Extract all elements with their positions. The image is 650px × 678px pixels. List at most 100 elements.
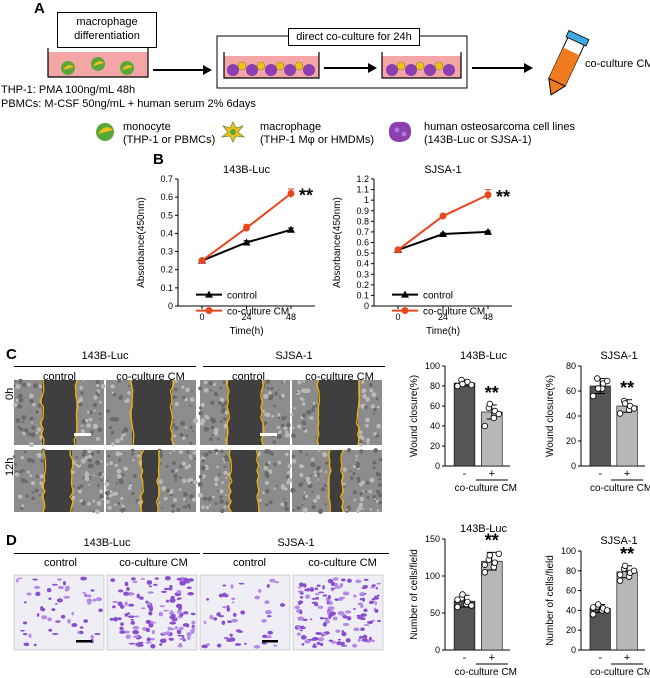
cell-texture — [174, 478, 178, 482]
stained-cell — [206, 643, 211, 646]
cell-texture — [210, 425, 215, 430]
cell-texture — [30, 432, 36, 438]
stained-cell — [226, 638, 233, 643]
y-tick-label: 0.5 — [356, 248, 369, 258]
cell-texture — [121, 473, 125, 477]
stained-cell — [130, 618, 134, 621]
y-tick-label: 80 — [566, 566, 576, 576]
osteosarcoma-title: human osteosarcoma cell lines — [424, 121, 576, 133]
cell-texture — [191, 497, 196, 502]
y-tick-label: 0.3 — [356, 269, 369, 279]
stained-cell — [327, 606, 334, 610]
cell-texture — [111, 391, 114, 394]
cell-texture — [78, 397, 84, 403]
cell-texture — [26, 470, 30, 474]
cell-texture — [93, 474, 96, 477]
stained-cell — [311, 601, 318, 604]
data-point — [604, 377, 611, 385]
stained-cell — [297, 590, 304, 593]
cell-texture — [202, 452, 205, 455]
stained-cell — [334, 616, 338, 620]
cell-texture — [182, 436, 186, 440]
cell-texture — [18, 397, 24, 403]
cell-texture — [375, 499, 379, 503]
cell-texture — [118, 479, 124, 485]
cell-texture — [293, 407, 297, 410]
cell-texture — [173, 395, 178, 399]
cell-texture — [268, 396, 273, 401]
stained-cell — [186, 632, 192, 637]
cm-label: co-culture CM — [585, 58, 650, 70]
cell-texture — [317, 508, 323, 514]
cell-texture — [173, 387, 178, 392]
cell-texture — [71, 470, 75, 474]
stained-cell — [36, 613, 40, 617]
transwell-image — [292, 574, 384, 651]
significance-marker: ** — [485, 530, 499, 550]
cell-texture — [217, 490, 220, 493]
cell-texture — [214, 502, 218, 505]
stained-cell — [65, 585, 70, 590]
stained-cell — [231, 601, 235, 604]
y-tick-label: 1.1 — [356, 185, 369, 195]
cell-texture — [285, 422, 291, 428]
stained-cell — [355, 579, 362, 584]
cell-texture — [364, 490, 367, 493]
cell-texture — [15, 398, 20, 403]
cell-texture — [220, 508, 225, 513]
stained-cell — [363, 608, 368, 612]
legend-label-control: control — [423, 291, 453, 302]
cell-texture — [211, 433, 215, 437]
cell-texture — [298, 464, 304, 469]
cell-texture — [36, 452, 42, 458]
cell-texture — [37, 403, 42, 408]
y-axis-label: Wound closure(%) — [409, 375, 420, 457]
chart-title: 143B-Luc — [460, 350, 508, 362]
wound-edge-line — [227, 449, 233, 513]
cell-texture — [80, 458, 87, 464]
cell-texture — [30, 480, 36, 486]
cell-texture — [96, 393, 100, 397]
stained-cell — [23, 601, 27, 604]
stained-cell — [221, 605, 229, 609]
legend-marker-control — [401, 290, 409, 298]
stained-cell — [132, 635, 140, 639]
stained-cell — [331, 640, 337, 644]
cell-texture — [321, 452, 328, 458]
cell-texture — [270, 386, 274, 391]
y-tick-label: 60 — [430, 401, 440, 411]
stained-cell — [95, 597, 103, 602]
stained-cell — [357, 616, 364, 620]
stained-cell — [314, 603, 319, 607]
cell-texture — [35, 431, 39, 434]
cell-texture — [185, 387, 190, 393]
cell-texture — [268, 500, 273, 505]
cell-texture — [165, 465, 169, 468]
stained-cell — [186, 624, 190, 628]
cell-texture — [182, 497, 186, 501]
cell-texture — [112, 417, 117, 422]
stained-cell — [227, 620, 232, 624]
cell-texture — [189, 441, 193, 445]
cell-texture — [291, 454, 296, 458]
cell-texture — [28, 393, 34, 399]
cell-texture — [264, 480, 269, 485]
stained-cell — [231, 618, 238, 623]
cell-texture — [307, 480, 312, 485]
wound-edge-line — [225, 379, 231, 446]
stained-cell — [187, 592, 194, 596]
osteosarcoma-icon — [388, 121, 412, 142]
scale-bar — [262, 640, 278, 643]
stained-cell — [55, 620, 61, 623]
data-point — [486, 552, 493, 559]
cell-texture — [101, 472, 105, 476]
cell-texture — [127, 486, 132, 491]
legend-label-co-culture: co-culture CM — [423, 307, 485, 318]
y-tick-label: 0.3 — [160, 247, 173, 257]
stained-cell — [269, 578, 276, 583]
stained-cell — [56, 598, 63, 603]
cell-texture — [309, 474, 312, 478]
cell-texture — [362, 507, 365, 510]
cell-texture — [86, 410, 90, 414]
stained-cell — [177, 644, 183, 648]
